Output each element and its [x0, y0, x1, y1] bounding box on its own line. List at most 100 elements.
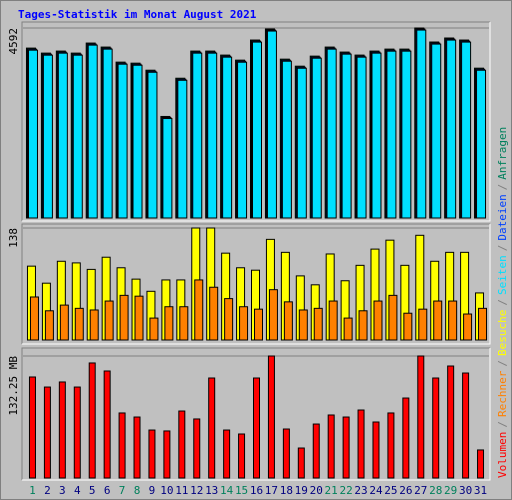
bar [163, 430, 171, 479]
bar [462, 372, 470, 479]
panel-light [22, 224, 491, 345]
bar [104, 300, 114, 341]
bar [478, 307, 488, 341]
bar [148, 429, 156, 479]
bar [283, 301, 293, 341]
x-tick-label: 7 [119, 484, 126, 497]
x-tick-label: 12 [190, 484, 203, 497]
panel-shadow [21, 223, 490, 344]
bar [28, 376, 36, 479]
legend-separator: / [496, 421, 509, 428]
bar [252, 41, 262, 219]
x-tick-label: 2 [44, 484, 51, 497]
bar [358, 310, 368, 341]
bar [134, 295, 144, 341]
bar [312, 423, 320, 479]
bar [356, 56, 367, 219]
x-tick-label: 31 [474, 484, 487, 497]
x-tick-label: 28 [429, 484, 442, 497]
bar [44, 310, 54, 341]
bar [431, 43, 442, 219]
bar [43, 386, 51, 479]
bar [194, 279, 204, 341]
x-tick-label: 8 [134, 484, 141, 497]
chart-title: Tages-Statistik im Monat August 2021 [18, 8, 257, 21]
x-tick-label: 19 [295, 484, 308, 497]
legend-separator: / [496, 245, 509, 252]
bar [57, 52, 68, 219]
x-tick-label: 27 [414, 484, 427, 497]
bar [373, 300, 383, 341]
x-tick-label: 24 [369, 484, 383, 497]
x-tick-label: 11 [175, 484, 188, 497]
bar [313, 307, 323, 341]
x-tick-label: 1 [29, 484, 36, 497]
bar [266, 30, 277, 219]
bar [342, 416, 350, 479]
x-tick-label: 5 [89, 484, 96, 497]
bar [372, 421, 380, 479]
x-tick-label: 3 [59, 484, 66, 497]
bar [208, 377, 216, 479]
bar [164, 306, 174, 341]
bar [87, 44, 98, 219]
legend-entry: Seiten [496, 255, 509, 295]
x-tick-label: 16 [250, 484, 263, 497]
bar [447, 365, 455, 479]
bar [386, 50, 397, 219]
bar [448, 300, 458, 341]
legend-separator: / [496, 299, 509, 306]
legend: Volumen / Rechner / Besuche / Seiten / Dateien / A… [496, 127, 509, 478]
bar [89, 309, 99, 341]
bar [298, 309, 308, 341]
bar [267, 355, 275, 479]
legend-entry: Dateien [496, 194, 509, 240]
bar [282, 428, 290, 479]
panel-shadow [21, 347, 490, 480]
legend-separator: / [496, 360, 509, 367]
bar [281, 60, 292, 219]
bar [177, 79, 188, 219]
bar [237, 61, 248, 219]
bar [311, 57, 322, 219]
bar [192, 52, 203, 219]
bar [432, 377, 440, 479]
bar [433, 300, 443, 341]
x-tick-label: 18 [280, 484, 293, 497]
bar [103, 370, 111, 479]
x-tick-label: 20 [310, 484, 323, 497]
bar [118, 412, 126, 479]
bar [27, 49, 38, 219]
bar [42, 54, 53, 219]
bar [418, 308, 428, 341]
bar [162, 118, 173, 219]
bar [326, 48, 337, 219]
bar [238, 433, 246, 479]
x-tick-label: 10 [160, 484, 173, 497]
bar [117, 63, 128, 219]
x-tick-label: 6 [104, 484, 111, 497]
y-tick-label: 138 [7, 228, 20, 248]
x-tick-label: 21 [325, 484, 338, 497]
bar [357, 409, 365, 479]
x-tick-label: 25 [384, 484, 397, 497]
panel-shadow [21, 21, 490, 221]
y-tick-label: 132.25 MB [7, 356, 20, 416]
bar [239, 306, 249, 341]
bar [476, 69, 487, 219]
bar [73, 386, 81, 479]
bar [88, 362, 96, 479]
bar [72, 54, 83, 219]
legend-separator: / [496, 184, 509, 191]
x-tick-label: 14 [220, 484, 234, 497]
bar [222, 56, 233, 219]
x-tick-label: 29 [444, 484, 457, 497]
panel-light [22, 22, 491, 222]
bar [328, 300, 338, 341]
legend-entry: Volumen [496, 432, 509, 478]
bar [224, 298, 234, 341]
bar [132, 64, 143, 219]
bar [388, 294, 398, 341]
bar [403, 312, 413, 341]
